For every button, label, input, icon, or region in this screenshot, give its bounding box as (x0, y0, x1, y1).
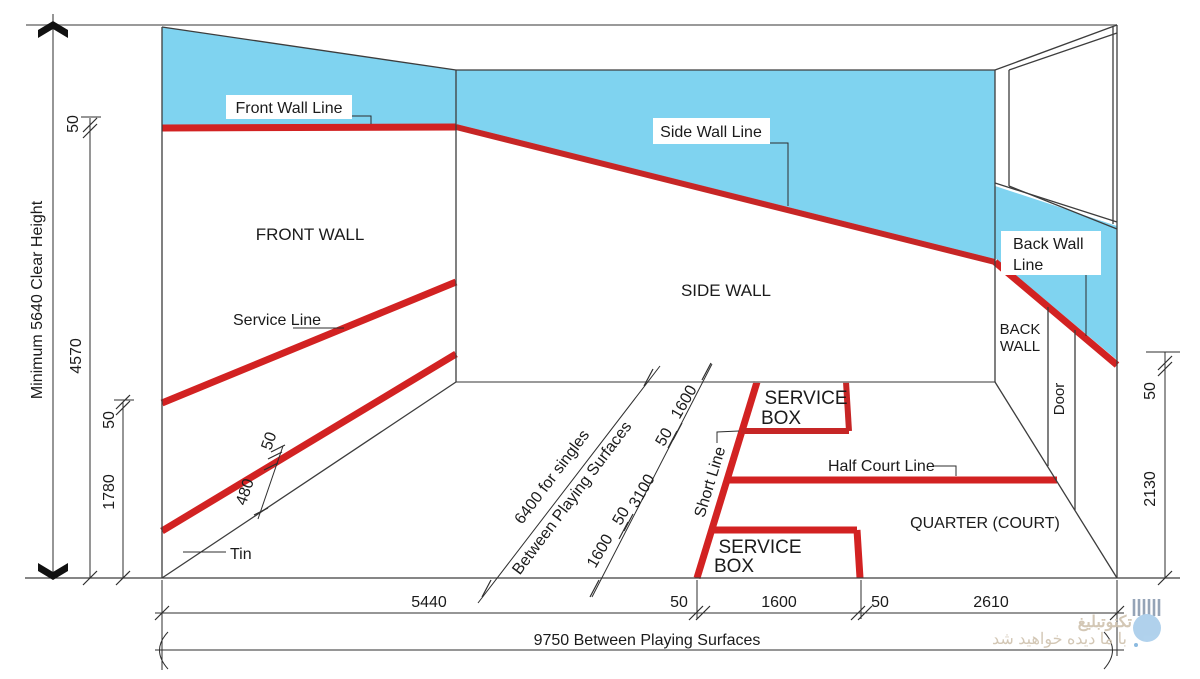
service-line-width-dim: 50 (101, 411, 118, 429)
watermark-tagline: با ما دیده خواهید شد (992, 631, 1127, 648)
dimension-ticks (82, 117, 1173, 621)
front-wall-label: FRONT WALL (256, 225, 365, 244)
clear-height-dim-label: Minimum 5640 Clear Height (29, 200, 46, 399)
service-line-height-dim-label: 1780 (101, 474, 118, 510)
service-line (160, 278, 458, 407)
back-wall-floor-junction (994, 381, 1118, 579)
side-wall-label: SIDE WALL (681, 281, 771, 300)
chevron-arrow-top (38, 21, 68, 38)
opening-bottom-inner (1008, 185, 1118, 230)
watermark-brand: تکنوتبلیغ (1078, 614, 1133, 632)
front-wall-floor-junction (161, 381, 457, 579)
floor-dim-50b: 50 (871, 594, 889, 611)
floor-dim-50a: 50 (670, 594, 688, 611)
opening-top-inner (1008, 32, 1118, 71)
floor-dim-2610: 2610 (973, 594, 1009, 611)
half-court-line-pointer (933, 465, 957, 476)
tin-height-dim (257, 445, 284, 520)
door-label: Door (1051, 383, 1068, 416)
chevron-arrow-bottom (38, 563, 68, 580)
watermark-dot-icon (1134, 643, 1138, 647)
floor-dim-1600: 1600 (761, 594, 797, 611)
tin-label: Tin (230, 546, 252, 563)
service-box-near-right-edge (853, 529, 864, 579)
seg-50b-label: 50 (653, 425, 677, 449)
watermark-circle-icon (1133, 614, 1161, 642)
back-wall-line-label-1: Back Wall (1013, 236, 1084, 253)
front-wall-line-width-dim: 50 (65, 115, 82, 133)
service-box-far-label-1: SERVICE (764, 388, 847, 409)
width-segments-dim-line (591, 363, 713, 598)
court-structure (25, 24, 1180, 579)
quarter-court-label: QUARTER (COURT) (910, 515, 1060, 532)
watermark-bars-icon (1132, 599, 1161, 616)
back-wall-line-width-dim: 50 (1142, 382, 1159, 400)
tin-height-dim-label: 480 (233, 477, 258, 508)
dimension-lines (38, 14, 1180, 670)
seg-50a-label: 50 (610, 504, 634, 528)
back-wall-line-label-2: Line (1013, 257, 1043, 274)
back-wall-line (992, 259, 1120, 368)
back-wall-label-2: WALL (1000, 338, 1040, 355)
side-wall-out-area (456, 70, 995, 259)
floor-dim-5440: 5440 (411, 594, 447, 611)
service-box-near-label-2: BOX (714, 556, 754, 577)
service-box-far-label-2: BOX (761, 408, 801, 429)
back-wall-label-1: BACK (1000, 321, 1041, 338)
opening-bottom-outer (994, 182, 1118, 223)
opening-top-outer (994, 24, 1118, 71)
front-wall-line-pointer (350, 115, 372, 124)
break-mark-right (1103, 631, 1113, 670)
front-wall-line-height-dim-label: 4570 (68, 338, 85, 374)
total-width-dim-label: 9750 Between Playing Surfaces (534, 632, 761, 649)
front-wall-line-label-bg (226, 95, 352, 119)
front-wall-line-label: Front Wall Line (236, 100, 343, 117)
court-red-lines (160, 123, 1120, 580)
tin-width-dim-label: 50 (259, 430, 281, 452)
service-box-leader (716, 430, 740, 443)
service-box-near-label-1: SERVICE (718, 537, 801, 558)
seg-1600a-label: 1600 (584, 531, 617, 570)
tin-line (160, 351, 458, 534)
break-mark-left (159, 631, 169, 670)
back-wall-line-label-bg (1001, 231, 1101, 275)
out-of-bounds-areas (162, 27, 1117, 360)
service-line-label: Service Line (233, 312, 321, 329)
side-wall-line-label: Side Wall Line (660, 124, 762, 141)
side-wall-line-label-bg (653, 118, 770, 144)
watermark: تکنوتبلیغ با ما دیده خواهید شد (992, 599, 1161, 648)
back-wall-height-dim-label: 2130 (1142, 471, 1159, 507)
front-wall-top-edge (161, 26, 457, 71)
front-wall-line (161, 123, 457, 132)
seg-3100-label: 3100 (626, 471, 659, 510)
service-box-far-right-edge (843, 381, 852, 432)
side-wall-line (455, 124, 996, 265)
half-court-line-label: Half Court Line (828, 458, 935, 475)
seg-1600b-label: 1600 (668, 382, 701, 421)
width-dim-line (477, 365, 661, 604)
